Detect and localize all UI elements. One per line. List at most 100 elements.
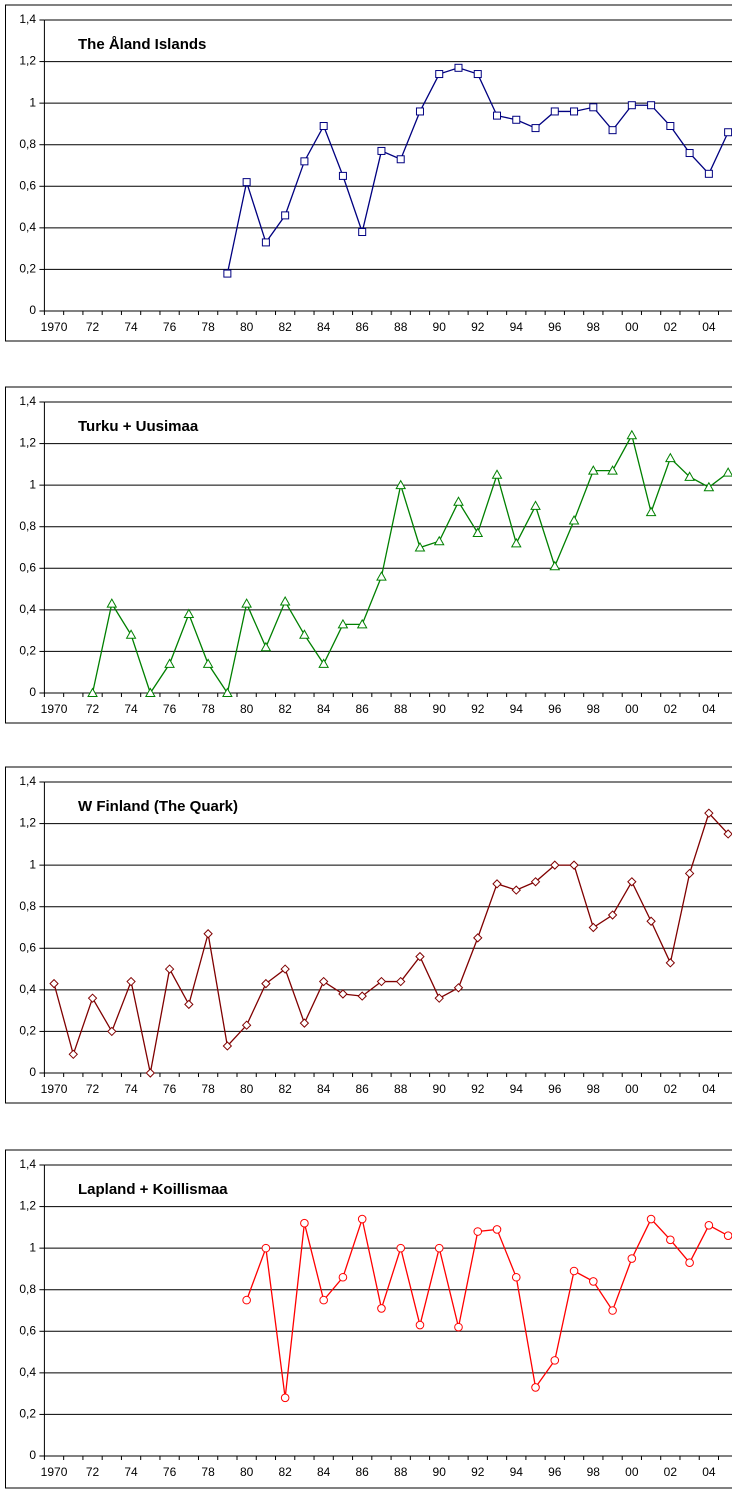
- marker: [550, 107, 559, 116]
- marker: [491, 469, 503, 479]
- y-tick-label: 0,8: [19, 899, 36, 913]
- chart-frame: [5, 766, 732, 1104]
- marker: [589, 1277, 598, 1286]
- marker: [261, 1243, 271, 1253]
- x-tick-label: 88: [394, 1465, 408, 1479]
- marker: [627, 877, 637, 887]
- marker: [568, 514, 580, 525]
- marker: [704, 1220, 714, 1230]
- marker: [396, 155, 405, 164]
- x-tick-label: 86: [356, 1465, 370, 1479]
- x-tick-label: 90: [433, 1082, 447, 1096]
- marker: [512, 115, 521, 124]
- x-tick-label: 02: [664, 702, 678, 716]
- chart-title: W Finland (The Quark): [78, 798, 238, 815]
- x-tick-label: 92: [471, 702, 485, 716]
- x-tick-label: 72: [86, 1082, 100, 1096]
- y-tick-label: 0,8: [19, 1282, 36, 1296]
- y-tick-label: 0,4: [19, 982, 36, 996]
- x-tick-label: 96: [548, 320, 562, 334]
- x-tick-label: 74: [124, 702, 138, 716]
- marker: [242, 1295, 251, 1305]
- marker: [49, 978, 59, 989]
- marker: [281, 211, 290, 220]
- x-tick-label: 00: [625, 1082, 639, 1096]
- marker: [550, 860, 560, 870]
- marker: [492, 879, 502, 889]
- x-tick-label: 76: [163, 1082, 177, 1096]
- x-tick-label: 88: [394, 702, 408, 716]
- x-tick-label: 76: [163, 702, 177, 716]
- x-tick-label: 94: [510, 702, 524, 716]
- x-tick-label: 00: [625, 702, 639, 716]
- series-line: [53, 811, 729, 1074]
- marker: [434, 1243, 444, 1253]
- chart: 0 0,2 0,4 0,6 0,8 1 1,2 1,4 1970 72 74 76 78 80 82 84 86…: [5, 386, 732, 724]
- x-tick-label: 80: [240, 1082, 254, 1096]
- marker: [280, 964, 290, 974]
- x-tick-label: 90: [433, 1465, 447, 1479]
- x-tick-label: 86: [356, 1082, 370, 1096]
- marker: [377, 1304, 386, 1313]
- marker: [202, 658, 214, 668]
- marker: [511, 885, 521, 895]
- x-tick-label: 72: [86, 1465, 100, 1479]
- y-tick-label: 0,2: [19, 1024, 36, 1038]
- marker: [627, 101, 636, 110]
- marker: [607, 465, 618, 475]
- marker: [337, 618, 349, 629]
- marker: [261, 238, 270, 247]
- marker: [357, 1214, 367, 1224]
- marker: [685, 149, 694, 158]
- x-tick-label: 80: [240, 702, 254, 716]
- marker: [433, 535, 445, 546]
- x-tick-label: 80: [240, 320, 254, 334]
- marker: [260, 641, 272, 652]
- x-tick-label: 82: [278, 1465, 292, 1479]
- y-tick-label: 1: [29, 95, 36, 109]
- x-tick-label: 72: [86, 320, 100, 334]
- y-tick-label: 1,4: [19, 1157, 36, 1171]
- x-tick-label: 84: [317, 702, 331, 716]
- x-tick-label: 82: [278, 320, 292, 334]
- marker: [184, 999, 194, 1010]
- marker: [589, 103, 598, 112]
- marker: [300, 1218, 309, 1228]
- marker: [376, 976, 387, 987]
- marker: [300, 157, 309, 166]
- x-tick-label: 76: [163, 1465, 177, 1479]
- y-tick-label: 0,6: [19, 940, 36, 954]
- marker: [550, 1356, 560, 1365]
- marker: [415, 107, 424, 116]
- x-tick-label: 92: [471, 320, 485, 334]
- marker: [222, 687, 233, 697]
- marker: [279, 596, 291, 606]
- y-tick-label: 1: [29, 1240, 36, 1254]
- y-tick-label: 1,2: [19, 1199, 36, 1213]
- marker: [126, 976, 136, 987]
- marker: [453, 496, 464, 506]
- marker: [356, 618, 368, 629]
- marker: [241, 1020, 252, 1030]
- y-tick-label: 0,2: [19, 262, 36, 276]
- y-tick-label: 0,8: [19, 519, 36, 533]
- marker: [569, 860, 579, 870]
- marker: [493, 111, 502, 120]
- marker: [125, 629, 137, 639]
- marker: [107, 1026, 117, 1037]
- marker: [87, 687, 98, 697]
- x-tick-label: 86: [356, 320, 370, 334]
- marker: [183, 608, 195, 619]
- y-tick-label: 0,4: [19, 1365, 36, 1379]
- marker: [666, 1235, 675, 1245]
- x-tick-label: 86: [356, 702, 370, 716]
- x-tick-label: 88: [394, 320, 408, 334]
- marker: [145, 1068, 156, 1078]
- marker: [299, 1018, 310, 1028]
- y-tick-label: 0: [29, 1065, 36, 1079]
- x-tick-label: 04: [702, 1465, 716, 1479]
- marker: [319, 122, 328, 131]
- marker: [338, 171, 347, 180]
- chart-title: The Åland Islands: [78, 36, 206, 53]
